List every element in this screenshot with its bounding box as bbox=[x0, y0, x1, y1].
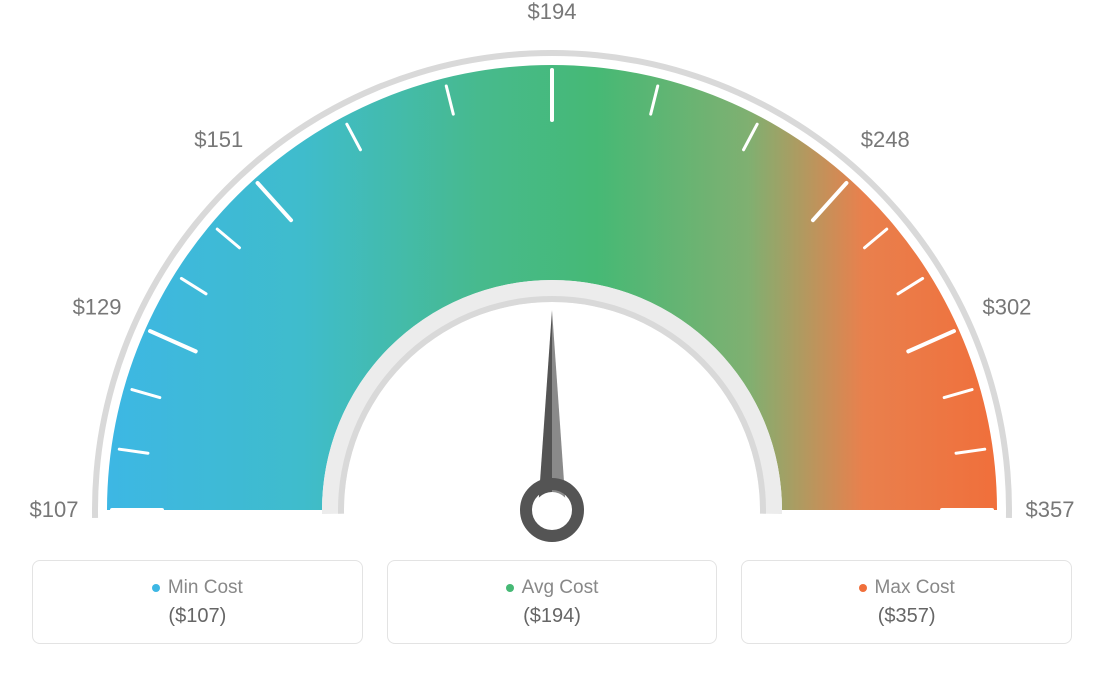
legend-avg: Avg Cost ($194) bbox=[387, 560, 718, 644]
legend-max-value: ($357) bbox=[878, 605, 936, 628]
legend-max: Max Cost ($357) bbox=[741, 560, 1072, 644]
svg-text:$357: $357 bbox=[1026, 497, 1075, 522]
legend-max-title: Max Cost bbox=[859, 577, 955, 599]
legend-avg-value: ($194) bbox=[523, 605, 581, 628]
legend-max-label: Max Cost bbox=[875, 577, 955, 599]
svg-text:$129: $129 bbox=[73, 294, 122, 319]
svg-text:$194: $194 bbox=[528, 0, 577, 24]
cost-gauge-container: $107 $129 $151 $194 $248 $302 $357 Min Cost ($… bbox=[0, 0, 1104, 690]
legend-min-label: Min Cost bbox=[168, 577, 243, 599]
svg-text:$107: $107 bbox=[30, 497, 79, 522]
svg-text:$248: $248 bbox=[861, 127, 910, 152]
legend-min: Min Cost ($107) bbox=[32, 560, 363, 644]
legend-avg-title: Avg Cost bbox=[506, 577, 599, 599]
legend-avg-label: Avg Cost bbox=[522, 577, 599, 599]
svg-text:$302: $302 bbox=[982, 294, 1031, 319]
gauge-chart: $107 $129 $151 $194 $248 $302 $357 bbox=[0, 0, 1104, 560]
legend-min-title: Min Cost bbox=[152, 577, 243, 599]
dot-icon bbox=[506, 584, 514, 592]
svg-text:$151: $151 bbox=[194, 127, 243, 152]
dot-icon bbox=[859, 584, 867, 592]
dot-icon bbox=[152, 584, 160, 592]
legend-min-value: ($107) bbox=[168, 605, 226, 628]
legend-row: Min Cost ($107) Avg Cost ($194) Max Cost… bbox=[0, 560, 1104, 644]
